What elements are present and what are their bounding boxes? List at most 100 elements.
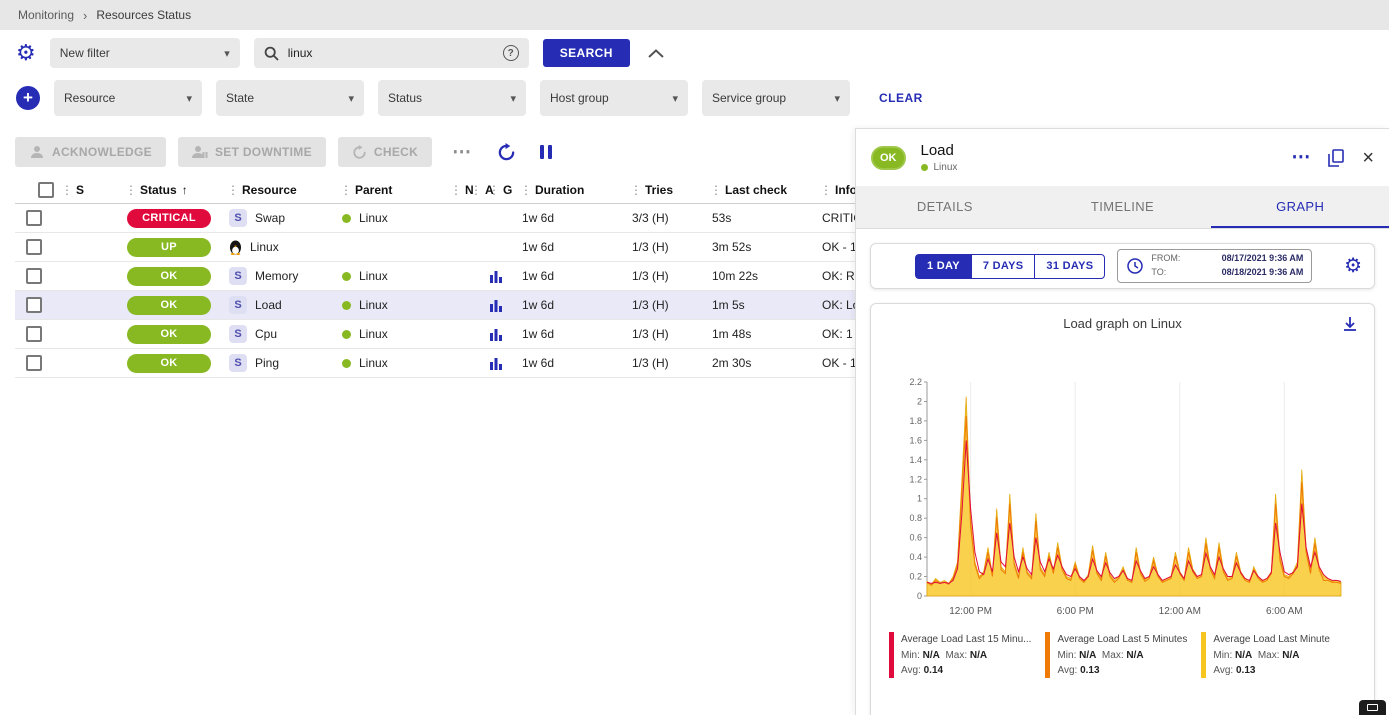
chevron-down-icon: ▾: [186, 92, 192, 105]
collapse-filters-icon[interactable]: [648, 49, 664, 58]
time-range-1-day[interactable]: 1 DAY: [915, 254, 972, 279]
resource-cell[interactable]: SLoad: [221, 296, 334, 314]
column-header-status[interactable]: ⋮Status↑: [119, 183, 221, 197]
drag-handle-icon[interactable]: ⋮: [520, 183, 532, 197]
graph-icon[interactable]: [490, 328, 502, 341]
duration-cell: 1w 6d: [514, 298, 624, 312]
criteria-select-state[interactable]: State▾: [216, 80, 364, 116]
drag-handle-icon[interactable]: ⋮: [488, 183, 500, 197]
row-checkbox[interactable]: [26, 326, 42, 342]
graph-icon[interactable]: [490, 270, 502, 283]
tries-cell: 1/3 (H): [624, 269, 704, 283]
panel-title: Load: [921, 142, 958, 159]
legend-item[interactable]: Average Load Last 15 Minu...Min: N/A Max…: [889, 632, 1031, 679]
copy-link-icon[interactable]: [1328, 149, 1344, 167]
svg-text:12:00 AM: 12:00 AM: [1158, 606, 1200, 617]
resource-cell[interactable]: SMemory: [221, 267, 334, 285]
drag-handle-icon[interactable]: ⋮: [710, 183, 722, 197]
export-graph-icon[interactable]: [1342, 316, 1358, 335]
graph-cell: [482, 299, 514, 312]
drag-handle-icon[interactable]: ⋮: [630, 183, 642, 197]
pause-refresh-icon[interactable]: [534, 145, 558, 159]
legend-item[interactable]: Average Load Last MinuteMin: N/A Max: N/…: [1201, 632, 1330, 679]
graph-icon[interactable]: [490, 357, 502, 370]
add-criteria-button[interactable]: +: [16, 86, 40, 110]
graph-title: Load graph on Linux: [1063, 316, 1182, 331]
graph-icon[interactable]: [490, 299, 502, 312]
tab-timeline[interactable]: TIMELINE: [1034, 186, 1212, 228]
column-header-s[interactable]: ⋮S: [55, 183, 119, 197]
column-header-n[interactable]: ⋮N: [444, 183, 464, 197]
criteria-select-host-group[interactable]: Host group▾: [540, 80, 688, 116]
criteria-select-label: Status: [388, 91, 422, 105]
breadcrumb-resources-status[interactable]: Resources Status: [96, 8, 191, 22]
resource-name: Swap: [255, 211, 285, 225]
parent-name: Linux: [359, 356, 388, 370]
more-actions-icon[interactable]: ⋯: [444, 141, 479, 164]
drag-handle-icon[interactable]: ⋮: [125, 183, 137, 197]
row-checkbox[interactable]: [26, 355, 42, 371]
svg-text:6:00 AM: 6:00 AM: [1265, 606, 1302, 617]
status-badge: OK: [127, 267, 211, 286]
criteria-select-service-group[interactable]: Service group▾: [702, 80, 850, 116]
tab-details[interactable]: DETAILS: [856, 186, 1034, 228]
tab-graph[interactable]: GRAPH: [1211, 186, 1389, 228]
column-header-last-check[interactable]: ⋮Last check: [704, 183, 814, 197]
legend-series-name: Average Load Last 15 Minu...: [901, 632, 1031, 648]
resource-cell[interactable]: SSwap: [221, 209, 334, 227]
parent-up-dot: [342, 330, 351, 339]
chevron-down-icon: ▾: [834, 92, 840, 105]
resource-cell[interactable]: SCpu: [221, 325, 334, 343]
drag-handle-icon[interactable]: ⋮: [340, 183, 352, 197]
status-badge: OK: [127, 325, 211, 344]
saved-filter-select[interactable]: New filter ▾: [50, 38, 240, 68]
legend-item[interactable]: Average Load Last 5 MinutesMin: N/A Max:…: [1045, 632, 1187, 679]
last-check-cell: 53s: [704, 211, 814, 225]
acknowledge-button[interactable]: ACKNOWLEDGE: [15, 137, 166, 167]
column-header-duration[interactable]: ⋮Duration: [514, 183, 624, 197]
status-badge: UP: [127, 238, 211, 257]
resource-name: Ping: [255, 356, 279, 370]
row-checkbox[interactable]: [26, 210, 42, 226]
row-checkbox-cell: [15, 297, 55, 313]
legend-text: Average Load Last MinuteMin: N/A Max: N/…: [1213, 632, 1330, 679]
column-header-parent[interactable]: ⋮Parent: [334, 183, 444, 197]
graph-settings-gear-icon[interactable]: ⚙: [1344, 256, 1362, 276]
legend-series-name: Average Load Last 5 Minutes: [1057, 632, 1187, 648]
sort-asc-icon[interactable]: ↑: [182, 183, 188, 197]
column-header-a[interactable]: ⋮A: [464, 183, 482, 197]
drag-handle-icon[interactable]: ⋮: [61, 183, 73, 197]
resource-cell[interactable]: Linux: [221, 240, 334, 255]
time-range-7-days[interactable]: 7 DAYS: [971, 254, 1036, 279]
row-checkbox[interactable]: [26, 268, 42, 284]
resource-cell[interactable]: SPing: [221, 354, 334, 372]
select-all-checkbox[interactable]: [38, 182, 54, 198]
refresh-icon[interactable]: [491, 143, 522, 162]
clear-filters-button[interactable]: CLEAR: [879, 91, 923, 105]
row-checkbox[interactable]: [26, 297, 42, 313]
criteria-select-status[interactable]: Status▾: [378, 80, 526, 116]
service-icon: S: [229, 296, 247, 314]
set-downtime-button[interactable]: SET DOWNTIME: [178, 137, 326, 167]
service-icon: S: [229, 325, 247, 343]
column-header-tries[interactable]: ⋮Tries: [624, 183, 704, 197]
custom-time-range[interactable]: FROM:08/17/2021 9:36 AM TO:08/18/2021 9:…: [1117, 249, 1312, 283]
criteria-select-resource[interactable]: Resource▾: [54, 80, 202, 116]
check-button[interactable]: CHECK: [338, 137, 432, 167]
filter-settings-gear-icon[interactable]: ⚙: [16, 42, 36, 64]
drag-handle-icon[interactable]: ⋮: [820, 183, 832, 197]
drag-handle-icon[interactable]: ⋮: [470, 183, 482, 197]
column-header-resource[interactable]: ⋮Resource: [221, 183, 334, 197]
time-range-31-days[interactable]: 31 DAYS: [1034, 254, 1105, 279]
close-panel-icon[interactable]: ×: [1362, 148, 1374, 168]
drag-handle-icon[interactable]: ⋮: [227, 183, 239, 197]
breadcrumb-monitoring[interactable]: Monitoring: [18, 8, 74, 22]
drag-handle-icon[interactable]: ⋮: [450, 183, 462, 197]
search-help-icon[interactable]: ?: [503, 45, 519, 61]
search-input[interactable]: linux ?: [254, 38, 529, 68]
row-checkbox[interactable]: [26, 239, 42, 255]
feedback-widget[interactable]: [1359, 700, 1386, 715]
search-button[interactable]: SEARCH: [543, 39, 630, 67]
column-header-g[interactable]: ⋮G: [482, 183, 514, 197]
panel-more-options-icon[interactable]: ⋯: [1291, 146, 1310, 169]
